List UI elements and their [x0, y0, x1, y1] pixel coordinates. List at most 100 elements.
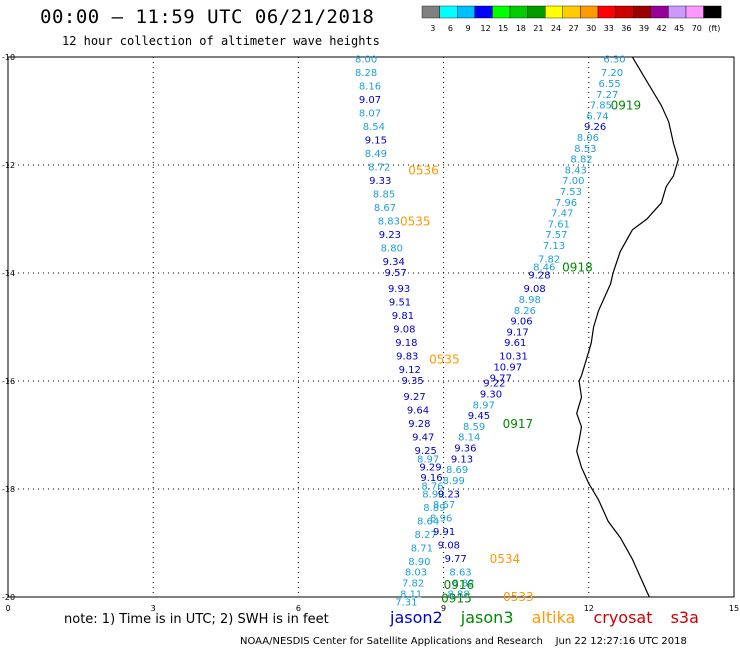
wave-height-value: 8.97: [473, 400, 495, 411]
pass-label: 0918: [562, 261, 593, 275]
wave-height-value: 8.98: [519, 295, 541, 306]
wave-height-value: 9.91: [433, 527, 455, 538]
wave-height-value: 8.63: [449, 568, 471, 579]
wave-height-value: 7.27: [596, 90, 618, 101]
wave-height-value: 9.18: [395, 338, 417, 349]
wave-height-value: 7.96: [555, 198, 577, 209]
wave-height-value: 8.64: [417, 516, 439, 527]
wave-height-value: 9.28: [408, 419, 430, 430]
x-tick-label: 0: [5, 604, 10, 613]
wave-height-value: 8.06: [577, 133, 599, 144]
pass-label: 0533: [503, 590, 534, 604]
color-scale-label: 27: [569, 24, 579, 33]
color-scale-label: 33: [604, 24, 614, 33]
wave-height-value: 9.12: [399, 365, 421, 376]
wave-height-value: 7.61: [548, 219, 570, 230]
wave-height-value: 8.71: [411, 543, 433, 554]
wave-height-value: 9.64: [407, 406, 429, 417]
color-scale-swatch: [615, 5, 634, 19]
wave-height-value: 9.35: [401, 376, 423, 387]
plot-frame: [7, 56, 735, 598]
wave-height-value: 8.85: [373, 190, 395, 201]
wave-height-value: 8.76: [421, 481, 443, 492]
wave-height-value: 9.06: [510, 317, 532, 328]
wave-height-value: 8.11: [400, 589, 422, 600]
credit-line: NOAA/NESDIS Center for Satellite Applica…: [240, 636, 687, 647]
wave-height-value: 8.67: [374, 203, 396, 214]
wave-height-value: 10.31: [499, 352, 528, 363]
color-scale-label: (ft): [708, 24, 720, 33]
color-scale-label: 9: [465, 24, 470, 33]
color-scale-swatch: [527, 5, 546, 19]
wave-height-value: 9.51: [389, 298, 411, 309]
wave-height-value: 8.82: [452, 579, 474, 590]
wave-height-value: 8.99: [443, 476, 465, 487]
color-scale-swatch: [492, 5, 511, 19]
wave-height-value: 7.00: [562, 176, 584, 187]
pass-label: 0919: [611, 99, 642, 113]
wave-height-value: 9.23: [438, 489, 460, 500]
wave-height-value: 9.30: [480, 390, 502, 401]
legend-altika: altika: [531, 608, 576, 627]
color-scale-label: 70: [692, 24, 702, 33]
color-scale-swatch: [545, 5, 564, 19]
wave-height-value: 8.14: [458, 433, 480, 444]
wave-height-value: 7.82: [538, 255, 560, 266]
wave-height-value: 8.26: [514, 306, 536, 317]
footnote: note: 1) Time is in UTC; 2) SWH is in fe…: [64, 612, 329, 627]
wave-height-value: 9.77: [445, 554, 467, 565]
color-scale-swatch: [457, 5, 476, 19]
color-scale-swatch: [580, 5, 599, 19]
wave-height-value: 9.45: [468, 411, 490, 422]
wave-height-value: 7.53: [560, 187, 582, 198]
y-tick-label: -18: [2, 485, 15, 494]
wave-height-value: 8.00: [355, 55, 377, 66]
wave-height-value: 9.83: [396, 352, 418, 363]
wave-height-value: 8.49: [365, 149, 387, 160]
wave-height-value: 9.33: [369, 176, 391, 187]
wave-height-value: 8.72: [368, 163, 390, 174]
wave-height-value: 8.53: [574, 144, 596, 155]
pass-label: 0535: [400, 215, 431, 229]
color-scale-swatch: [474, 5, 493, 19]
color-scale-swatch: [421, 5, 440, 19]
color-scale-swatch: [439, 5, 458, 19]
color-scale-swatch: [597, 5, 616, 19]
pass-label: 0917: [503, 417, 534, 431]
wave-height-value: 6.74: [586, 111, 608, 122]
wave-height-value: 6.55: [598, 79, 620, 90]
wave-height-value: 9.93: [388, 284, 410, 295]
wave-height-value: 8.54: [363, 122, 385, 133]
legend-s3a: s3a: [670, 608, 699, 627]
color-scale-label: 18: [516, 24, 526, 33]
y-tick-label: -16: [2, 377, 15, 386]
wave-height-value: 8.67: [433, 500, 455, 511]
wave-height-value: 9.08: [438, 541, 460, 552]
page-title: 00:00 – 11:59 UTC 06/21/2018: [40, 6, 375, 28]
wave-height-value: 9.23: [379, 230, 401, 241]
color-scale-swatch: [509, 5, 528, 19]
wave-height-value: 8.43: [565, 165, 587, 176]
x-tick-label: 6: [296, 604, 301, 613]
wave-height-value: 7.85: [590, 101, 612, 112]
wave-height-value: 8.80: [381, 244, 403, 255]
color-scale-swatch: [562, 5, 581, 19]
color-scale-swatch: [685, 5, 704, 19]
color-scale-swatch: [633, 5, 652, 19]
color-scale-label: 21: [533, 24, 543, 33]
pass-label: 0534: [490, 552, 521, 566]
wave-height-value: 9.13: [451, 454, 473, 465]
pass-label: 0535: [429, 352, 460, 366]
wave-height-value: 6.30: [603, 55, 625, 66]
wave-height-value: 8.96: [430, 514, 452, 525]
wave-height-value: 9.17: [507, 327, 529, 338]
color-scale-label: 36: [621, 24, 631, 33]
pass-label: 0915: [441, 592, 472, 606]
color-scale-label: 39: [639, 24, 649, 33]
wave-height-value: 9.61: [504, 338, 526, 349]
wave-height-value: 9.08: [393, 325, 415, 336]
y-tick-label: -10: [2, 53, 15, 62]
wave-height-value: 9.47: [412, 433, 434, 444]
wave-height-value: 9.22: [483, 379, 505, 390]
